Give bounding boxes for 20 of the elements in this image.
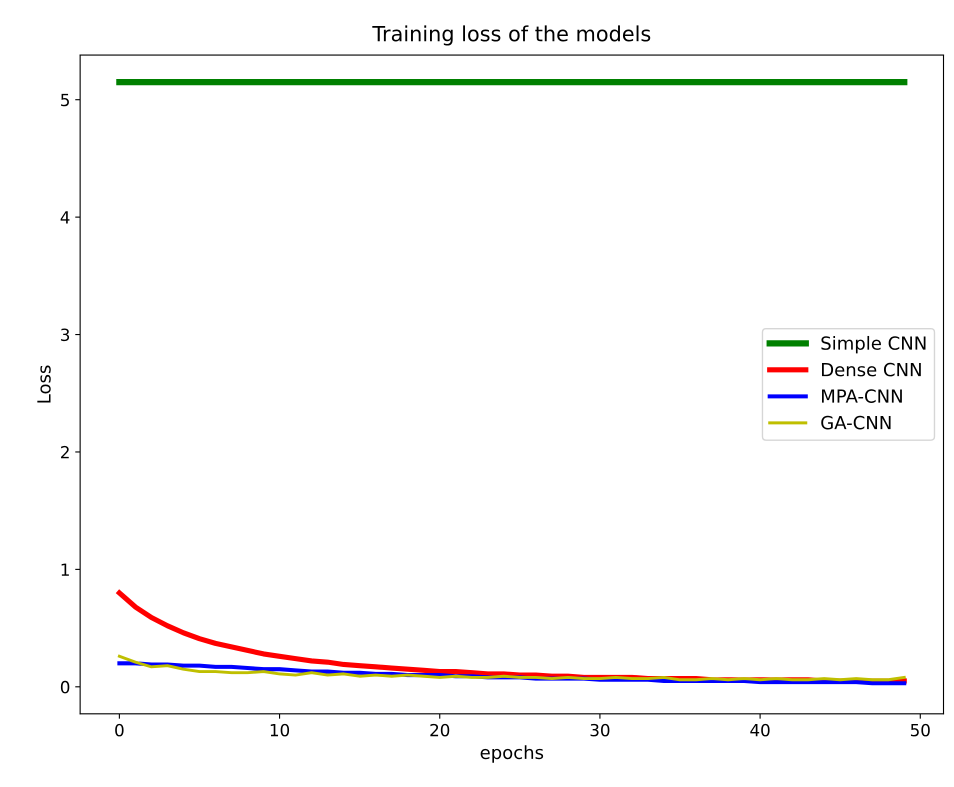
x-tick-label: 50 — [910, 724, 930, 736]
x-tick-label: 40 — [750, 724, 770, 736]
legend-label: Dense CNN — [822, 362, 921, 376]
x-tick-label: 20 — [430, 724, 450, 736]
x-tick-label: 30 — [590, 724, 610, 736]
y-axis-title: Loss — [37, 366, 51, 402]
y-tick-label: 1 — [62, 564, 69, 576]
y-tick-label: 3 — [61, 328, 70, 342]
y-tick-label: 5 — [61, 94, 69, 106]
y-tick-label: 2 — [61, 446, 69, 458]
chart-title: Training loss of the models — [372, 25, 650, 46]
x-tick-label: 10 — [270, 724, 290, 736]
legend-label: Simple CNN — [821, 336, 926, 354]
y-tick-label: 0 — [60, 680, 70, 694]
x-axis-title: epochs — [480, 745, 544, 763]
legend-label: GA-CNN — [821, 416, 891, 430]
y-tick-label: 4 — [60, 211, 70, 224]
line-series — [118, 654, 906, 682]
legend-label: MPA-CNN — [822, 389, 902, 403]
x-tick-label: 0 — [115, 724, 124, 736]
